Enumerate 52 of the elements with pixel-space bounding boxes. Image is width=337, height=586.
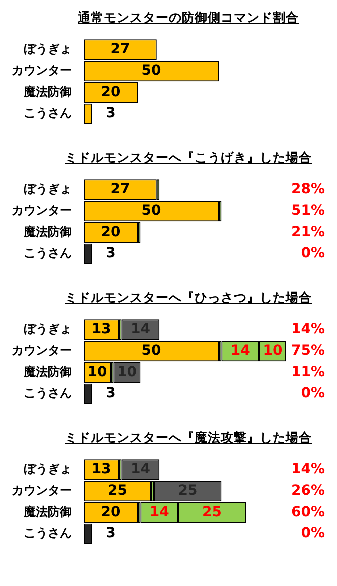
- chart-title: 通常モンスターの防御側コマンド割合: [77, 9, 300, 27]
- chart-title: ミドルモンスターへ『魔法攻撃』した場合: [64, 429, 313, 447]
- text: 14%: [291, 462, 325, 478]
- text: 51%: [291, 202, 325, 219]
- text: 26%: [291, 482, 325, 499]
- data-label: 20: [101, 84, 121, 100]
- y-tick-label: カウンター: [12, 203, 72, 218]
- data-label: 3: [106, 526, 116, 542]
- data-label: 27: [110, 42, 130, 58]
- y-tick-label: こうさん: [24, 246, 72, 260]
- data-label: 27: [110, 182, 130, 198]
- text: 14%: [291, 322, 325, 338]
- data-label: 3: [106, 246, 116, 262]
- data-label: 25: [202, 504, 222, 520]
- chart-title: ミドルモンスターへ『ひっさつ』した場合: [64, 289, 313, 307]
- data-label: 13: [92, 462, 112, 478]
- text: 0%: [301, 246, 325, 262]
- chart-title: ミドルモンスターへ『こうげき』した場合: [64, 149, 313, 167]
- data-label: 50: [142, 342, 162, 359]
- data-label: 3: [106, 386, 116, 402]
- data-label: 10: [263, 342, 283, 359]
- text: 0%: [301, 526, 325, 542]
- data-label: 25: [108, 482, 128, 499]
- data-label: 50: [142, 202, 162, 219]
- data-label: 50: [142, 62, 162, 79]
- data-label: 13: [92, 322, 112, 338]
- data-label: 14: [150, 504, 170, 520]
- y-tick-label: カウンター: [12, 63, 72, 78]
- text: 28%: [291, 182, 325, 198]
- y-tick-label: こうさん: [24, 526, 72, 540]
- y-tick-label: 魔法防御: [23, 364, 72, 379]
- text: 0%: [301, 386, 325, 402]
- y-tick-label: こうさん: [24, 386, 72, 400]
- data-label: 20: [101, 504, 121, 520]
- text: 21%: [291, 224, 325, 240]
- text: 75%: [291, 342, 325, 359]
- y-tick-label: 魔法防御: [23, 84, 72, 99]
- y-tick-label: ぼうぎょ: [24, 462, 72, 476]
- data-label: 20: [101, 224, 121, 240]
- y-tick-label: ぼうぎょ: [24, 42, 72, 56]
- text: 60%: [291, 504, 325, 520]
- y-tick-label: ぼうぎょ: [24, 182, 72, 196]
- data-label: 3: [106, 106, 116, 122]
- data-label: 10: [88, 364, 108, 380]
- y-tick-label: カウンター: [12, 483, 72, 498]
- y-tick-label: こうさん: [24, 106, 72, 120]
- y-tick-label: 魔法防御: [23, 224, 72, 239]
- y-tick-label: ぼうぎょ: [24, 322, 72, 336]
- text: 11%: [291, 364, 325, 380]
- data-label: 14: [230, 342, 251, 359]
- y-tick-label: カウンター: [12, 343, 72, 358]
- y-tick-label: 魔法防御: [23, 504, 72, 519]
